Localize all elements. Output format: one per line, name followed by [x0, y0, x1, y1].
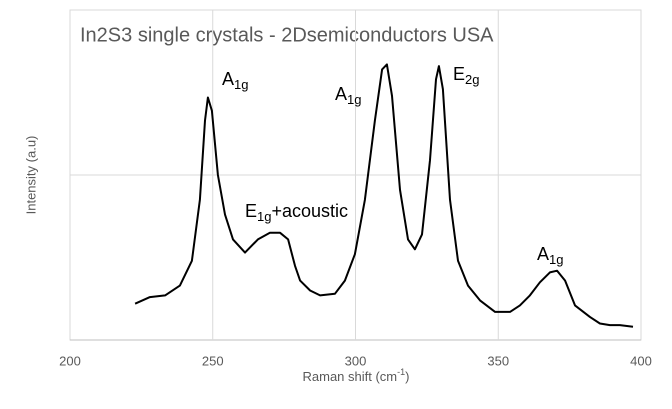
annotation: A1g [335, 84, 361, 108]
x-tick-label: 250 [202, 353, 224, 368]
annotation-sub: 1g [549, 252, 563, 267]
annotation-sub: 2g [465, 72, 479, 87]
y-axis-title: Intensity (a.u) [23, 136, 38, 215]
x-axis-title: Raman shift (cm-1) [303, 367, 410, 384]
annotation-sub: 1g [347, 92, 361, 107]
annotation-sub: 1g [234, 77, 248, 92]
annotation-end: +acoustic [271, 201, 348, 221]
x-tick-label: 300 [345, 353, 367, 368]
annotation: E2g [453, 64, 479, 88]
annotation-main: E [453, 64, 465, 84]
annotation-main: A [222, 69, 234, 89]
chart-title: In2S3 single crystals - 2Dsemiconductors… [80, 24, 494, 46]
annotation: A1g [222, 69, 248, 93]
annotation: E1g+acoustic [245, 201, 348, 225]
line-series [134, 63, 634, 328]
annotation-main: A [335, 84, 347, 104]
annotation-main: A [537, 244, 549, 264]
annotation-sub: 1g [257, 209, 271, 224]
x-tick-label: 400 [630, 353, 652, 368]
x-tick-label: 200 [59, 353, 81, 368]
annotation: A1g [537, 244, 563, 268]
annotation-main: E [245, 201, 257, 221]
x-tick-label: 350 [487, 353, 509, 368]
